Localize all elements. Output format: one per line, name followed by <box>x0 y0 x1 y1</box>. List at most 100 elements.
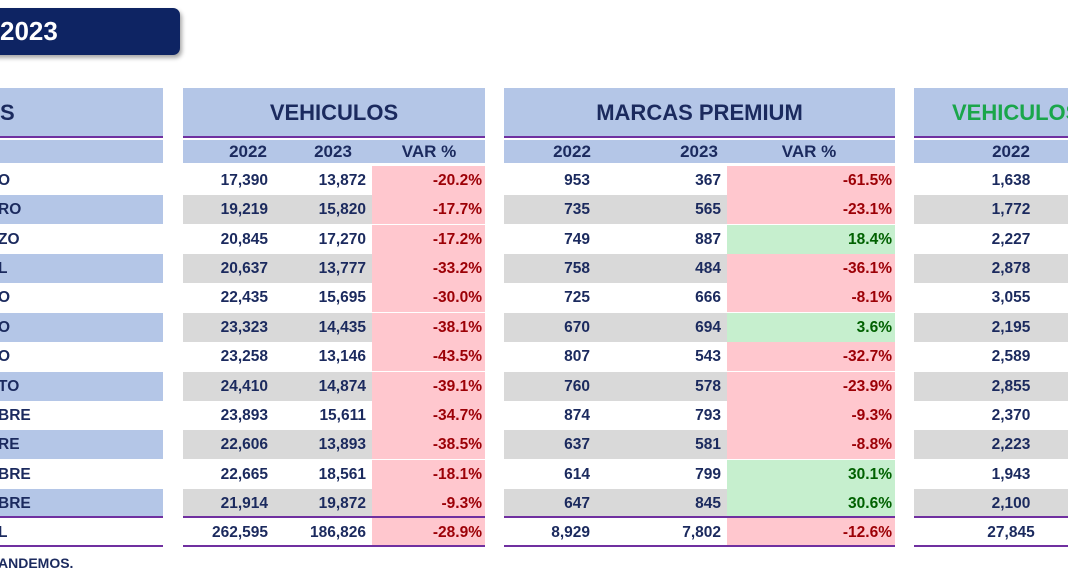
table-row: 23,893 15,611 -34.7% <box>183 400 485 430</box>
value-2022: 23,323 <box>183 312 274 342</box>
var-percent: 30.1% <box>727 459 895 489</box>
value-2023: 799 <box>695 465 721 483</box>
month-label: O <box>0 348 11 366</box>
table-row: 647 845 30.6% <box>504 488 895 518</box>
value-2023: 14,874 <box>274 371 372 401</box>
month-row: O <box>0 312 163 342</box>
value-2022: 2,195 <box>914 312 1068 342</box>
month-label: RO <box>0 201 22 219</box>
var-percent: -28.9% <box>372 518 485 546</box>
value-2022: 1,943 <box>991 465 1031 483</box>
table-row: 1,943 <box>914 460 1068 489</box>
value-2022: 23,893 <box>220 406 268 424</box>
table-row: 22,435 15,695 -30.0% <box>183 283 485 313</box>
value-2023: 565 <box>596 195 727 225</box>
table-row: 725 666 -8.1% <box>504 283 895 313</box>
var-percent: -38.5% <box>372 430 485 460</box>
table-row: 2,589 <box>914 342 1068 371</box>
col-2023: 2023 <box>680 142 718 161</box>
value-2022: 19,219 <box>183 195 274 225</box>
value-2022: 2,370 <box>991 406 1031 424</box>
var-percent: -61.5% <box>727 166 895 195</box>
value-2022: 21,914 <box>183 488 274 516</box>
value-2023: 484 <box>596 254 727 284</box>
table-row: 3,055 <box>914 283 1068 312</box>
var-percent: -36.1% <box>727 254 895 284</box>
value-2023: 13,777 <box>274 254 372 284</box>
value-2022: 2,589 <box>991 348 1031 366</box>
value-2022: 647 <box>504 488 596 516</box>
month-label: O <box>0 172 11 189</box>
value-2023: 13,893 <box>274 430 372 460</box>
var-percent: -39.1% <box>372 371 485 401</box>
value-2023: 581 <box>596 430 727 460</box>
value-2022: 22,606 <box>183 430 274 460</box>
table-row: 2,223 <box>914 430 1068 460</box>
value-2022: 953 <box>564 172 590 189</box>
var-percent: -20.2% <box>372 166 485 195</box>
month-label: O <box>0 318 11 336</box>
col-var: VAR % <box>401 142 457 161</box>
value-2022: 22,665 <box>220 465 268 483</box>
value-2023: 13,872 <box>318 172 366 189</box>
month-row: BRE <box>0 460 163 489</box>
var-percent: -8.1% <box>727 283 895 313</box>
table-row: 20,845 17,270 -17.2% <box>183 224 485 254</box>
total-row-label: L <box>0 518 163 548</box>
source-footnote: ANDEMOS. <box>0 555 74 571</box>
var-percent: 18.4% <box>727 224 895 254</box>
total-label: L <box>0 524 8 542</box>
month-row: BRE <box>0 488 163 518</box>
var-percent: -23.1% <box>727 195 895 225</box>
months-subheader <box>0 140 163 163</box>
var-percent: 30.6% <box>727 488 895 516</box>
table-row: 2,100 <box>914 488 1068 518</box>
value-2022: 2,223 <box>914 430 1068 460</box>
value-2023: 14,435 <box>274 312 372 342</box>
table-row: 2,878 <box>914 254 1068 284</box>
table-row: 1,772 <box>914 195 1068 225</box>
var-percent: -9.3% <box>372 488 485 516</box>
value-2023: 15,695 <box>318 289 366 307</box>
premium-title: MARCAS PREMIUM <box>504 88 895 138</box>
table-row: 19,219 15,820 -17.7% <box>183 195 485 225</box>
value-2023: 19,872 <box>274 488 372 516</box>
value-2023: 186,826 <box>309 524 366 542</box>
month-label: O <box>0 289 11 307</box>
value-2022: 27,845 <box>987 524 1035 542</box>
col-2022: 2022 <box>229 142 267 161</box>
var-percent: -17.7% <box>372 195 485 225</box>
table-row: 24,410 14,874 -39.1% <box>183 371 485 401</box>
table-row: 2,855 <box>914 371 1068 401</box>
table-row: 22,606 13,893 -38.5% <box>183 430 485 460</box>
value-2023: 15,820 <box>274 195 372 225</box>
value-2023: 13,146 <box>318 348 366 366</box>
month-row: L <box>0 254 163 284</box>
value-2022: 760 <box>504 371 596 401</box>
total-row: 8,929 7,802 -12.6% <box>504 518 895 548</box>
var-percent: -43.5% <box>372 342 485 372</box>
table-row: 758 484 -36.1% <box>504 254 895 284</box>
table-row: 2,195 <box>914 312 1068 342</box>
month-row: O <box>0 342 163 371</box>
value-2023: 845 <box>596 488 727 516</box>
value-2023: 578 <box>596 371 727 401</box>
report-title: 2023 <box>0 8 180 55</box>
month-label: RE <box>0 436 20 454</box>
var-percent: -12.6% <box>727 518 895 546</box>
col-2022: 2022 <box>553 142 591 161</box>
value-2022: 2,878 <box>914 254 1068 284</box>
value-2022: 23,258 <box>220 348 268 366</box>
value-2023: 367 <box>695 172 721 189</box>
value-2022: 17,390 <box>220 172 268 189</box>
value-2022: 2,855 <box>914 371 1068 401</box>
table-row: 21,914 19,872 -9.3% <box>183 488 485 518</box>
table-row: 760 578 -23.9% <box>504 371 895 401</box>
month-label: BRE <box>0 406 31 424</box>
table-row: 807 543 -32.7% <box>504 342 895 372</box>
total-row: 262,595 186,826 -28.9% <box>183 518 485 548</box>
var-percent: -8.8% <box>727 430 895 460</box>
value-2023: 543 <box>695 348 721 366</box>
table-row: 614 799 30.1% <box>504 459 895 489</box>
value-2023: 793 <box>695 406 721 424</box>
